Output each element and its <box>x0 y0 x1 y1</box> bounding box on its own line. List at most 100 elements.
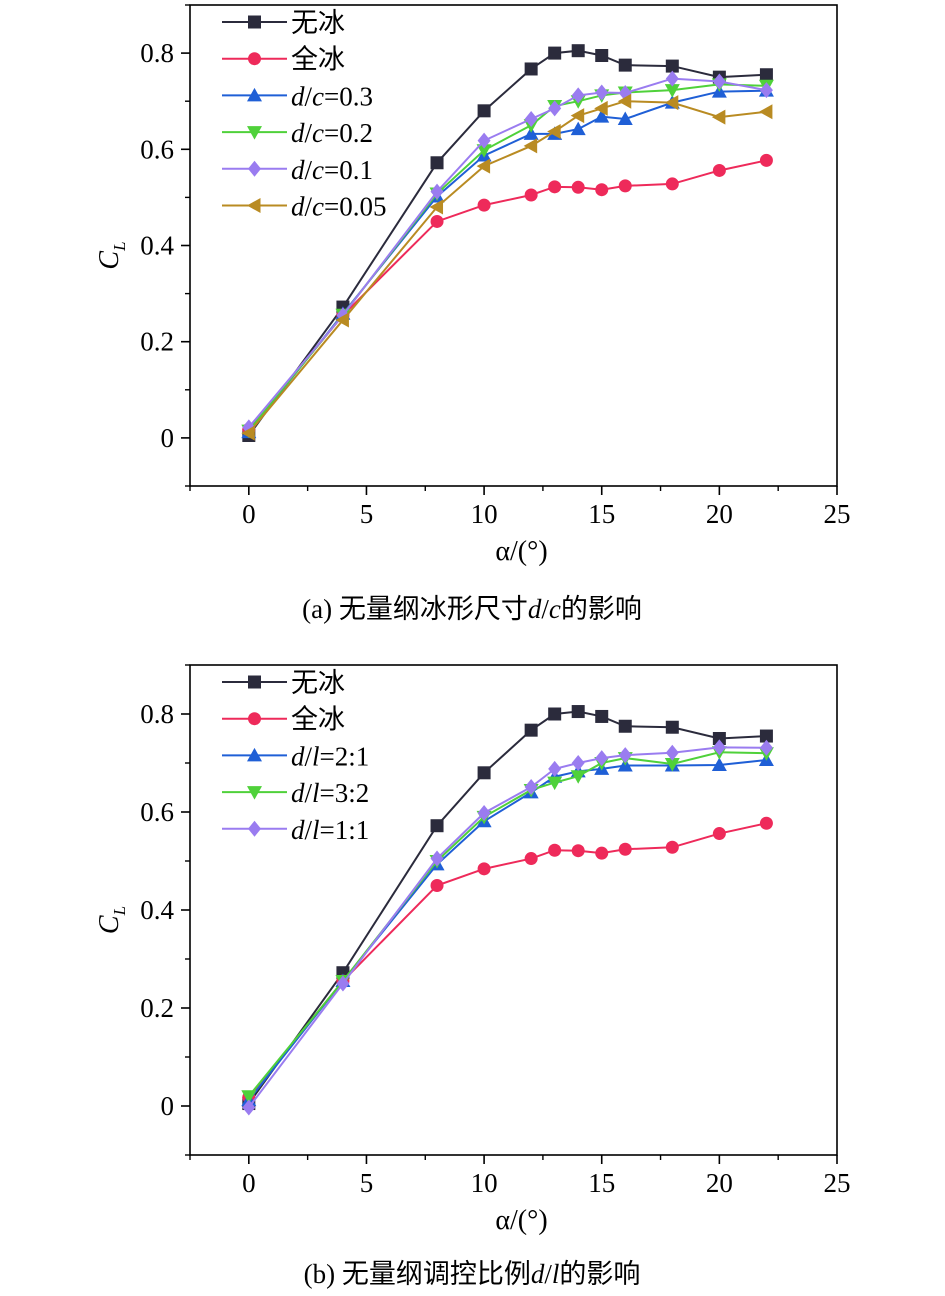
y-tick-label: 0.2 <box>140 327 174 357</box>
legend-label: d/l=1:1 <box>291 815 369 845</box>
legend-label: d/c=0.1 <box>291 155 373 185</box>
data-point <box>665 840 679 854</box>
data-point <box>618 719 632 733</box>
data-point <box>429 199 444 215</box>
data-point <box>430 819 444 833</box>
data-point <box>571 180 585 194</box>
legend-label: 无冰 <box>291 668 345 698</box>
y-axis-label: CL <box>94 241 129 269</box>
data-point <box>759 816 773 830</box>
legend-marker <box>247 747 262 762</box>
data-point <box>712 163 726 177</box>
legend-marker <box>247 126 262 140</box>
legend-marker <box>248 820 261 837</box>
series-5 <box>241 93 773 441</box>
series-line <box>248 100 767 434</box>
data-point <box>523 126 539 140</box>
series-line <box>248 710 767 1105</box>
x-tick-label: 10 <box>471 499 498 529</box>
data-point <box>524 779 538 796</box>
data-point <box>524 723 538 737</box>
figure-caption: (a) 无量纲冰形尺寸d/c的影响 <box>302 594 642 624</box>
data-point <box>477 104 491 118</box>
legend-marker <box>248 160 261 177</box>
data-point <box>430 183 444 200</box>
data-point <box>618 747 632 764</box>
legend-label: d/c=0.05 <box>291 192 386 222</box>
series-line <box>248 746 767 1109</box>
x-tick-label: 0 <box>242 499 256 529</box>
data-point <box>477 804 491 821</box>
legend-marker <box>247 786 262 800</box>
data-point <box>430 850 444 867</box>
data-point <box>548 707 562 721</box>
data-point <box>617 111 633 125</box>
plot-frame <box>189 4 838 487</box>
legend-marker <box>248 15 261 29</box>
data-point <box>570 108 585 124</box>
x-tick-label: 10 <box>471 1168 498 1198</box>
data-point <box>430 879 444 892</box>
data-point <box>548 760 562 777</box>
legend-label: 全冰 <box>291 45 345 75</box>
data-point <box>547 124 561 140</box>
data-point <box>665 70 679 87</box>
data-point <box>336 975 350 992</box>
x-tick-label: 20 <box>706 499 733 529</box>
x-tick-label: 25 <box>824 1168 851 1198</box>
data-point <box>665 59 679 73</box>
plot-frame <box>189 664 838 1156</box>
x-tick-label: 15 <box>588 499 615 529</box>
legend-label: d/c=0.3 <box>291 81 373 111</box>
data-point <box>476 144 492 158</box>
data-point <box>477 198 491 212</box>
legend-marker <box>247 198 261 213</box>
data-point <box>712 73 726 90</box>
data-point <box>547 776 563 791</box>
y-tick-label: 0.4 <box>140 895 174 925</box>
data-point <box>618 58 632 72</box>
legend-label: 全冰 <box>291 705 345 735</box>
data-point <box>571 87 585 104</box>
data-point <box>476 158 491 174</box>
series-line <box>248 49 767 437</box>
data-point <box>712 732 726 745</box>
data-point <box>335 312 349 328</box>
data-point <box>712 739 726 756</box>
data-point <box>759 729 773 743</box>
data-point <box>477 862 491 876</box>
data-point <box>595 846 609 860</box>
data-point <box>548 843 562 857</box>
x-tick-label: 5 <box>360 499 374 529</box>
series-line <box>248 159 767 430</box>
y-axis-label: CL <box>94 906 129 934</box>
series-line <box>248 822 767 1098</box>
figure-caption: (b) 无量纲调控比例d/l的影响 <box>304 1259 641 1289</box>
data-point <box>595 49 609 63</box>
data-point <box>595 183 609 197</box>
data-point <box>477 132 491 149</box>
data-point <box>548 180 562 194</box>
y-tick-label: 0.8 <box>140 38 174 68</box>
data-point <box>758 104 773 120</box>
data-point <box>711 109 726 125</box>
data-point <box>759 739 773 756</box>
legend-marker <box>248 52 261 66</box>
data-point <box>242 1099 256 1116</box>
data-point <box>759 68 773 82</box>
data-point <box>711 757 727 771</box>
data-point <box>571 705 585 719</box>
data-point <box>665 744 679 761</box>
series-line <box>248 759 767 1101</box>
y-tick-label: 0 <box>161 1091 175 1121</box>
data-point <box>664 84 680 98</box>
data-point <box>595 709 609 723</box>
legend-marker <box>248 675 261 689</box>
y-tick-label: 0.6 <box>140 134 174 164</box>
x-tick-label: 5 <box>360 1168 374 1198</box>
x-tick-label: 25 <box>824 499 851 529</box>
data-point <box>570 770 586 784</box>
